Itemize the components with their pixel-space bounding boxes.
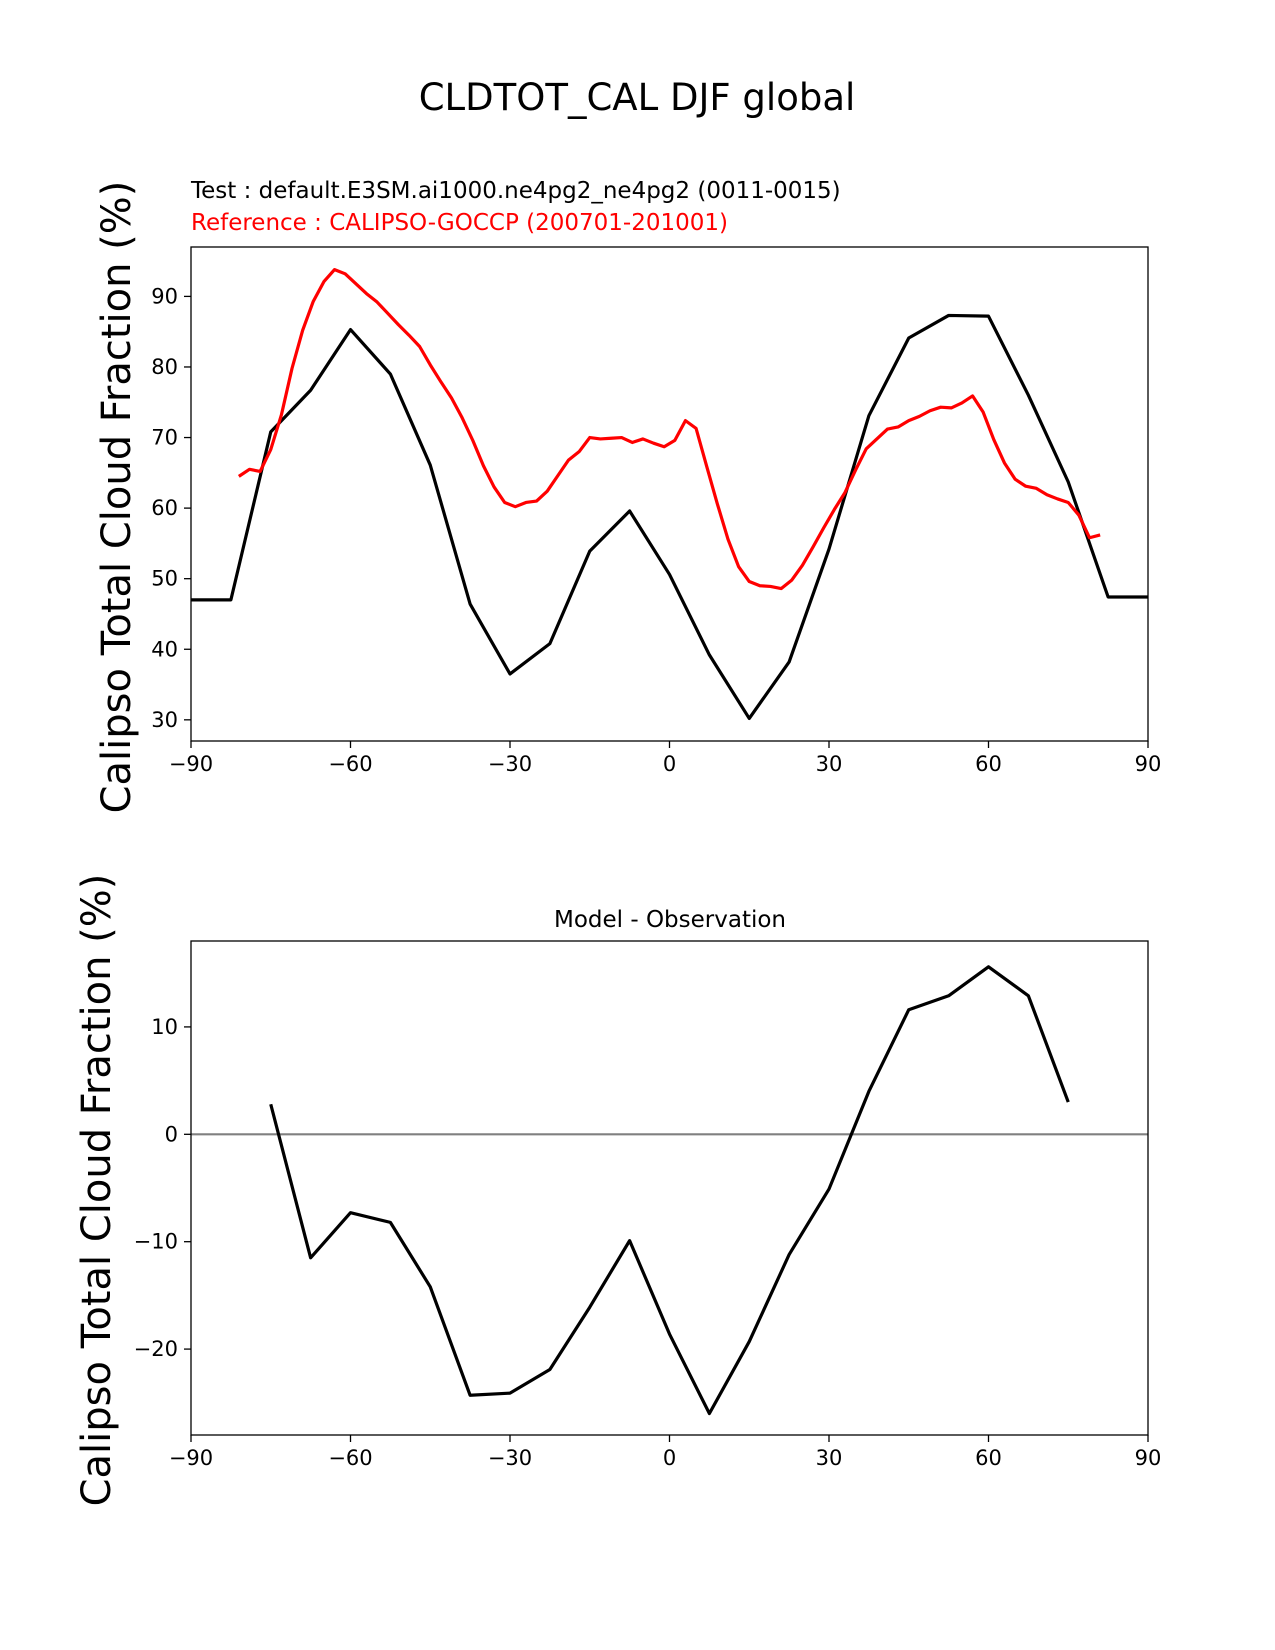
top-y-tick-label: 60 [151, 496, 178, 520]
test-label: Test : default.E3SM.ai1000.ne4pg2_ne4pg2… [190, 178, 841, 204]
top-x-tick-label: 60 [975, 752, 1002, 776]
top-y-tick-label: 30 [151, 708, 178, 732]
bottom-y-axis-label: Calipso Total Cloud Fraction (%) [74, 874, 120, 1507]
top-x-tick-label: 0 [663, 752, 676, 776]
figure-title: CLDTOT_CAL DJF global [419, 76, 856, 119]
top-plot-area: −90 −60 −30 0 30 60 90 30 40 50 60 70 80 90 [151, 246, 1162, 776]
bottom-plot-title: Model - Observation [554, 907, 786, 933]
bottom-series-line [269, 965, 1070, 1416]
bottom-x-tick-label: 0 [663, 1446, 676, 1470]
top-y-tick-label: 70 [151, 426, 178, 450]
bottom-y-tick-label: −20 [134, 1337, 178, 1361]
bottom-plot-area: −90 −60 −30 0 30 60 90 −20 −10 0 10 [134, 940, 1162, 1470]
top-x-tick-label: 30 [816, 752, 843, 776]
top-x-tick-label: −60 [328, 752, 372, 776]
top-y-axis-label: Calipso Total Cloud Fraction (%) [94, 181, 140, 814]
top-x-tick-label: −30 [488, 752, 532, 776]
bottom-y-tick-label: 0 [165, 1122, 178, 1146]
top-y-tick-label: 50 [151, 567, 178, 591]
top-x-tick-label: 90 [1135, 752, 1162, 776]
top-y-tick-label: 40 [151, 637, 178, 661]
bottom-x-tick-label: 60 [975, 1446, 1002, 1470]
bottom-x-tick-label: −90 [169, 1446, 213, 1470]
top-y-tick-label: 80 [151, 355, 178, 379]
bottom-x-tick-label: −60 [328, 1446, 372, 1470]
top-series-line-2-reference [237, 267, 1101, 591]
bottom-y-tick-label: 10 [151, 1015, 178, 1039]
top-x-tick-label: −90 [169, 752, 213, 776]
bottom-x-tick-label: −30 [488, 1446, 532, 1470]
bottom-axes-frame [190, 940, 1149, 1436]
bottom-x-tick-label: 30 [816, 1446, 843, 1470]
top-series-line-test [191, 313, 1148, 721]
reference-label: Reference : CALIPSO-GOCCP (200701-201001… [191, 210, 728, 236]
bottom-y-tick-label: −10 [134, 1230, 178, 1254]
top-y-tick-label: 90 [151, 284, 178, 308]
bottom-x-tick-label: 90 [1135, 1446, 1162, 1470]
top-axes-frame [190, 246, 1149, 742]
